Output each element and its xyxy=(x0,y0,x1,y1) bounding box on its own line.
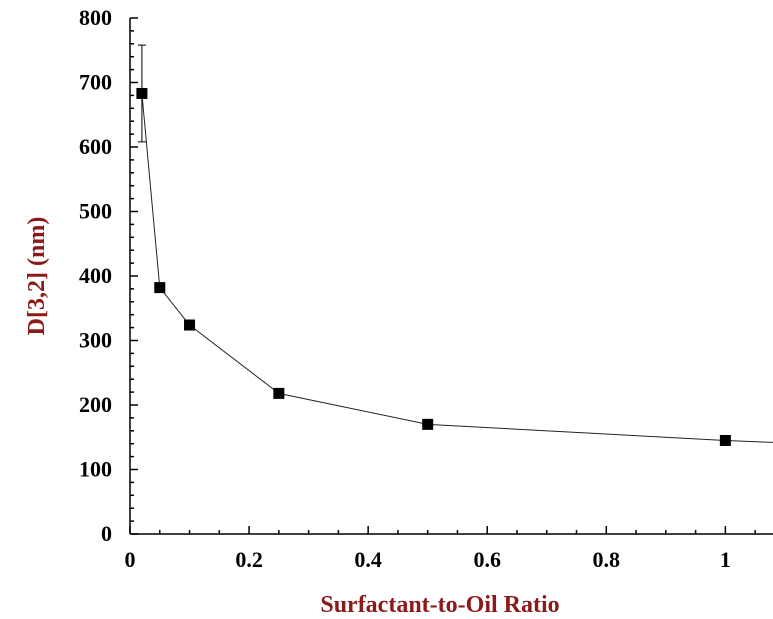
y-tick-label: 100 xyxy=(79,457,112,482)
y-axis-title: D[3,2] (nm) xyxy=(24,217,50,336)
series-line xyxy=(141,93,773,443)
y-tick-label: 400 xyxy=(79,263,112,288)
data-point xyxy=(184,319,196,331)
x-tick-label: 0.2 xyxy=(235,547,263,572)
x-tick-label: 1 xyxy=(720,547,731,572)
data-point xyxy=(273,387,285,399)
y-tick-label: 0 xyxy=(101,521,112,546)
y-tick-label: 500 xyxy=(79,199,112,224)
x-axis-ticks xyxy=(129,526,756,534)
y-tick-label: 700 xyxy=(79,70,112,95)
x-tick-label: 0.4 xyxy=(354,547,382,572)
y-tick-label: 600 xyxy=(79,134,112,159)
y-tick-label: 200 xyxy=(79,392,112,417)
series-group xyxy=(136,44,773,446)
x-tick-labels: 0 0.2 0.4 0.6 0.8 1 xyxy=(125,547,731,572)
x-tick-label: 0.6 xyxy=(473,547,501,572)
data-point xyxy=(154,282,166,294)
data-point xyxy=(422,418,434,430)
y-tick-label: 800 xyxy=(79,5,112,30)
y-tick-label: 300 xyxy=(79,328,112,353)
x-tick-label: 0 xyxy=(125,547,136,572)
data-point xyxy=(136,87,148,99)
x-axis-title: Surfactant-to-Oil Ratio xyxy=(320,592,559,618)
data-point xyxy=(719,434,731,446)
x-tick-label: 0.8 xyxy=(593,547,621,572)
y-tick-labels: 0 100 200 300 400 500 600 700 800 xyxy=(79,5,112,546)
